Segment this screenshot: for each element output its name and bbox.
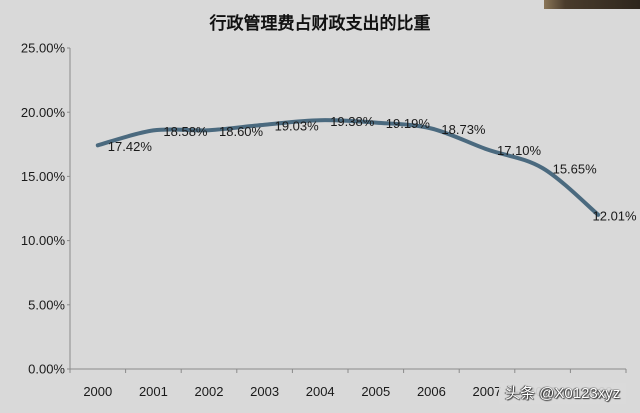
y-tick-label: 10.00%	[21, 233, 66, 248]
data-point-2008	[541, 166, 545, 170]
data-point-2001	[151, 128, 155, 132]
y-tick-label: 20.00%	[21, 105, 66, 120]
x-tick-label: 2001	[139, 384, 168, 399]
y-tick-label: 25.00%	[21, 41, 66, 56]
top-right-strip	[544, 0, 640, 9]
y-tick-label: 0.00%	[28, 362, 65, 377]
data-point-2005	[374, 121, 378, 125]
data-labels: 17.42% 18.58% 18.60% 19.03% 19.38% 19.19% 18.7…	[108, 114, 637, 224]
data-point-2002	[207, 128, 211, 132]
data-point-2004	[318, 118, 322, 122]
data-point-2006	[429, 127, 433, 130]
data-label-2007: 17.10%	[497, 143, 542, 158]
x-tick-label: 2007	[473, 384, 502, 399]
data-label-2003: 19.03%	[275, 118, 320, 133]
y-tick-label: 15.00%	[21, 169, 66, 184]
chart-title: 行政管理费占财政支出的比重	[209, 13, 431, 34]
series	[95, 118, 601, 217]
data-label-2006: 18.73%	[441, 122, 486, 137]
watermark: 头条 @X0123xyz	[499, 383, 627, 404]
data-label-2001: 18.58%	[163, 124, 208, 139]
y-axis: 0.00% 5.00% 10.00% 15.00% 20.00% 25.00%	[21, 41, 70, 377]
x-tick-label: 2002	[195, 384, 224, 399]
data-point-2003	[263, 123, 267, 127]
data-label-2000: 17.42%	[108, 139, 153, 154]
x-tick-label: 2006	[417, 384, 446, 399]
series-line	[95, 118, 601, 217]
data-label-2004: 19.38%	[330, 114, 375, 129]
data-point-2000	[96, 143, 100, 147]
data-label-2005: 19.19%	[386, 116, 431, 131]
x-tick-label: 2003	[250, 384, 279, 399]
y-tick-label: 5.00%	[28, 297, 65, 312]
x-tick-label: 2004	[306, 384, 335, 399]
data-point-2009	[596, 213, 600, 217]
data-label-2002: 18.60%	[219, 124, 264, 139]
data-label-2009: 12.01%	[593, 208, 638, 223]
data-label-2008: 15.65%	[553, 162, 598, 177]
data-point-2007	[485, 147, 489, 151]
x-tick-label: 2005	[361, 384, 390, 399]
x-tick-label: 2000	[83, 384, 112, 399]
